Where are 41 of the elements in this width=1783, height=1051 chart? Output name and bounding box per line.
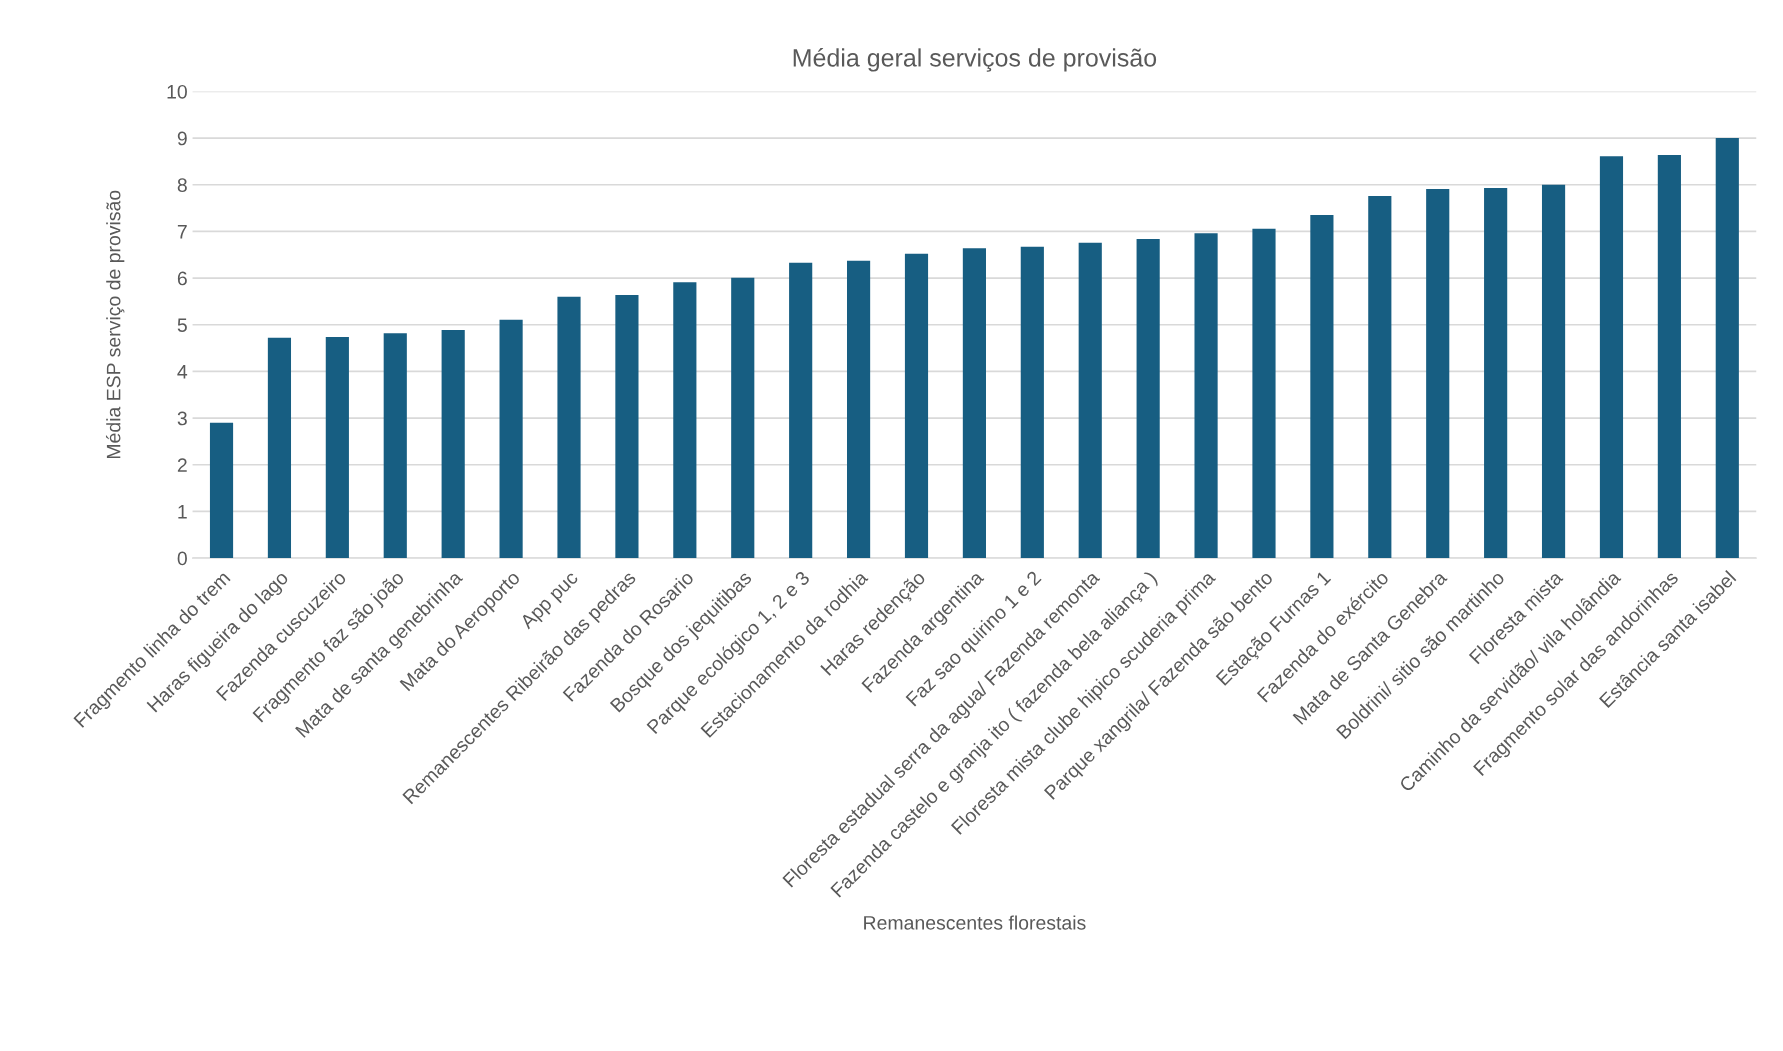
y-tick-label: 1 bbox=[178, 505, 187, 519]
bar bbox=[731, 277, 755, 559]
bar bbox=[1715, 138, 1739, 559]
bar bbox=[789, 262, 813, 559]
bar bbox=[1426, 188, 1450, 559]
y-tick-label: 3 bbox=[177, 411, 187, 426]
bar bbox=[1657, 154, 1681, 559]
y-axis-title: Média ESP serviço de provisão bbox=[105, 190, 125, 459]
y-tick-label: 0 bbox=[177, 551, 187, 566]
bar bbox=[325, 336, 349, 559]
y-tick-label: 2 bbox=[177, 458, 187, 472]
bar bbox=[962, 248, 986, 559]
bar bbox=[904, 253, 929, 559]
bar bbox=[1484, 188, 1508, 559]
bar bbox=[1078, 242, 1102, 559]
bar bbox=[1020, 246, 1044, 559]
bar bbox=[209, 422, 234, 559]
bar bbox=[1599, 156, 1624, 559]
bar bbox=[499, 319, 523, 559]
bar bbox=[673, 282, 697, 559]
y-tick-label: 6 bbox=[177, 271, 187, 286]
y-tick-label: 9 bbox=[177, 131, 187, 146]
bar bbox=[1136, 238, 1160, 559]
bar bbox=[383, 333, 407, 559]
bar bbox=[267, 337, 292, 559]
y-tick-label: 7 bbox=[177, 225, 187, 239]
bar bbox=[1310, 215, 1334, 559]
bar bbox=[1541, 184, 1566, 559]
bar bbox=[557, 296, 581, 559]
chart-title: Média geral serviços de provisão bbox=[793, 48, 1157, 72]
y-tick-label: 4 bbox=[177, 365, 188, 379]
bar bbox=[1252, 228, 1276, 559]
y-tick-label: 10 bbox=[167, 84, 187, 99]
y-tick-label: 8 bbox=[177, 178, 187, 192]
bar bbox=[1194, 233, 1218, 559]
bar bbox=[441, 329, 465, 559]
bar bbox=[847, 260, 871, 559]
bar bbox=[615, 294, 639, 559]
bar bbox=[1368, 195, 1392, 559]
x-axis-title: Remanescentes florestais bbox=[864, 915, 1086, 930]
y-tick-label: 5 bbox=[177, 318, 187, 332]
